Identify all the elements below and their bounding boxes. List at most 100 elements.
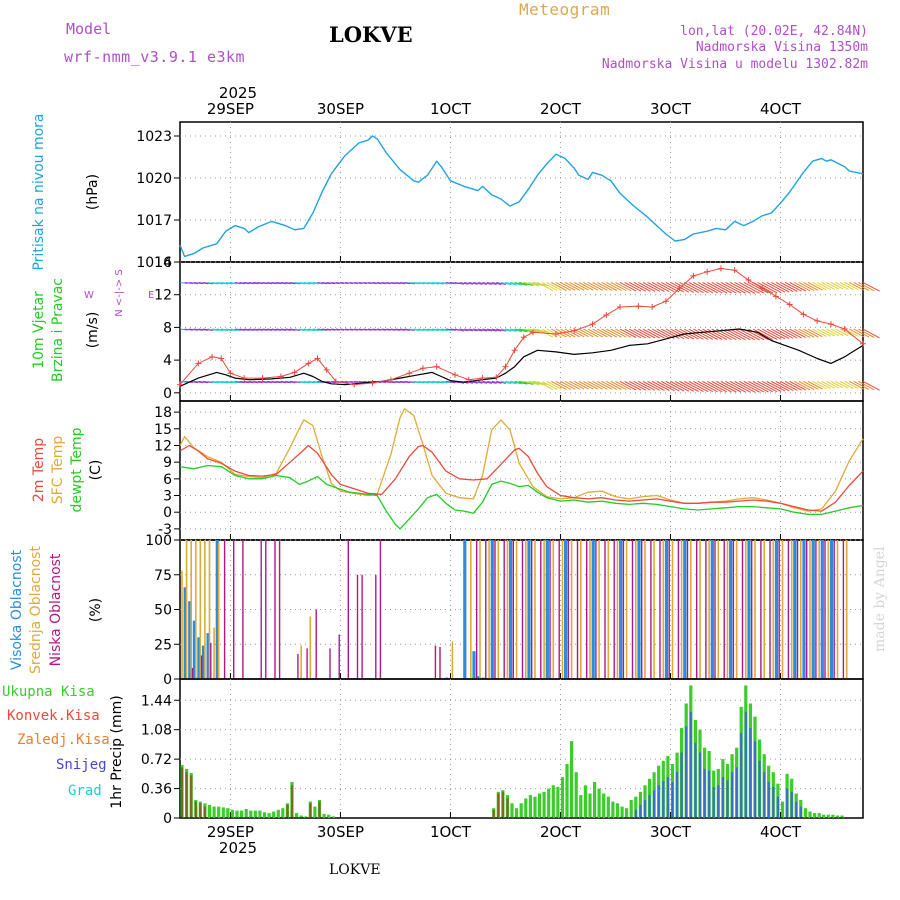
cloud-low-bar: [696, 540, 698, 679]
cloud-mid-bar: [488, 540, 490, 679]
footer-station: LOKVE: [329, 862, 381, 878]
cloud-mid-bar: [525, 540, 527, 679]
cloud-low-bar: [714, 540, 716, 679]
wind-gust-marker: [731, 267, 738, 274]
precip-snow-bar: [680, 752, 683, 818]
wind-vector-row1: [427, 328, 439, 332]
cloud-low-bar: [751, 540, 753, 679]
wind-vector-row1: [661, 328, 680, 339]
wind-vector-row0: [289, 281, 301, 285]
precip-snow-bar: [657, 785, 660, 818]
precip-convective-bar: [318, 801, 321, 818]
wind-vector-row0: [409, 281, 420, 285]
wind-vector-row0: [303, 281, 315, 285]
wind-vector-row1: [807, 328, 823, 338]
wind-gust-marker: [662, 298, 669, 305]
wind-vector-row1: [404, 328, 415, 331]
bottom-date-label: 30SEP: [317, 823, 364, 841]
wind-vector-row0: [798, 281, 815, 292]
wind-vector-row1: [739, 328, 760, 341]
cloud-high-bar: [619, 540, 623, 679]
wind-vector-row1: [468, 328, 478, 332]
cloud-high-bar: [710, 540, 714, 679]
precip-convective-bar: [180, 767, 184, 818]
wind-vector-row0: [702, 281, 723, 294]
precip-snow-bar: [776, 796, 779, 818]
wind-vector-row2: [656, 380, 675, 392]
wind-vector-row0: [354, 281, 363, 285]
wind-vector-row0: [432, 281, 444, 285]
cloud-label-mid: Srednja Oblacnost: [28, 546, 44, 674]
wind-vector-row0: [477, 281, 488, 285]
wind-vector-row2: [688, 380, 709, 393]
wind-vector-row2: [826, 380, 840, 389]
wind-gust-marker: [433, 363, 440, 370]
precip-total-bar: [629, 800, 633, 818]
wind-vector-row1: [271, 328, 282, 331]
cloud-mid-bar: [836, 540, 839, 679]
cloud-high-bar: [206, 633, 210, 679]
cloud-mid-bar: [726, 540, 729, 679]
wind-vector-row1: [487, 328, 497, 332]
wind-vector-row0: [496, 281, 507, 285]
precip-total-bar: [817, 813, 821, 818]
cloud-high-bar: [729, 540, 733, 679]
wind-vector-row1: [441, 328, 452, 331]
wind-vector-row2: [280, 380, 291, 384]
wind-vector-row0: [656, 281, 675, 293]
precip-convective-bar: [286, 804, 289, 818]
model-label: Model: [66, 20, 112, 38]
wind-vector-row0: [317, 281, 328, 285]
wind-gust-marker: [314, 355, 321, 362]
station-title: LOKVE: [329, 22, 413, 47]
temp-ytick-label: 0: [163, 505, 172, 521]
wind-vector-row0: [367, 281, 377, 285]
wind-ylabel-2: Brzina i Pravac: [50, 278, 66, 382]
wind-vector-row2: [537, 380, 554, 391]
precip-total-bar: [515, 808, 519, 818]
wind-vector-row1: [289, 328, 301, 331]
wind-vector-row2: [390, 380, 401, 384]
wind-vector-row0: [523, 281, 540, 287]
wind-vector-row2: [212, 380, 224, 384]
wind-vector-row1: [207, 328, 219, 331]
wind-ytick-label: 8: [163, 320, 172, 336]
wind-vector-row1: [693, 328, 714, 340]
precip-total-bar: [276, 809, 280, 818]
cloud-low-bar: [641, 540, 643, 679]
wind-vector-row1: [202, 328, 214, 331]
wind-vector-row2: [198, 380, 209, 384]
wind-vector-row1: [752, 328, 774, 341]
precip-total-bar: [835, 815, 840, 818]
precip-snow-bar: [799, 806, 802, 818]
wind-vector-row0: [464, 281, 474, 285]
wind-gust-marker: [617, 303, 624, 310]
wind-gust-marker: [786, 301, 793, 308]
wind-vector-row2: [633, 380, 651, 391]
cloud-mid-bar: [745, 540, 747, 679]
wind-vector-row1: [615, 328, 632, 338]
wind-vector-row0: [771, 281, 790, 293]
wind-gust-marker: [277, 373, 284, 380]
wind-vector-row2: [409, 380, 420, 384]
precip-total-bar: [634, 796, 638, 818]
cloud-low-bar: [347, 540, 349, 679]
wind-vector-row0: [789, 281, 807, 292]
wind-gust-marker: [690, 272, 697, 279]
cloud-low-bar: [650, 540, 652, 679]
wind-gust-marker: [529, 329, 536, 336]
temp-ytick-label: 6: [163, 472, 172, 488]
wind-vector-row2: [587, 380, 603, 390]
wind-vector-row0: [638, 282, 656, 292]
precip-snow-bar: [763, 772, 766, 818]
cloud-mid-bar: [671, 540, 674, 679]
wind-vector-row2: [496, 380, 507, 384]
wind-vector-row2: [734, 380, 756, 393]
wind-vector-row2: [596, 380, 613, 390]
cloud-mid-bar: [754, 540, 756, 679]
wind-gust-marker: [351, 381, 358, 388]
cloud-low-bar: [769, 540, 771, 679]
wind-vector-row2: [528, 380, 545, 386]
cloud-mid-bar: [635, 540, 637, 679]
wind-vector-row2: [413, 380, 425, 384]
